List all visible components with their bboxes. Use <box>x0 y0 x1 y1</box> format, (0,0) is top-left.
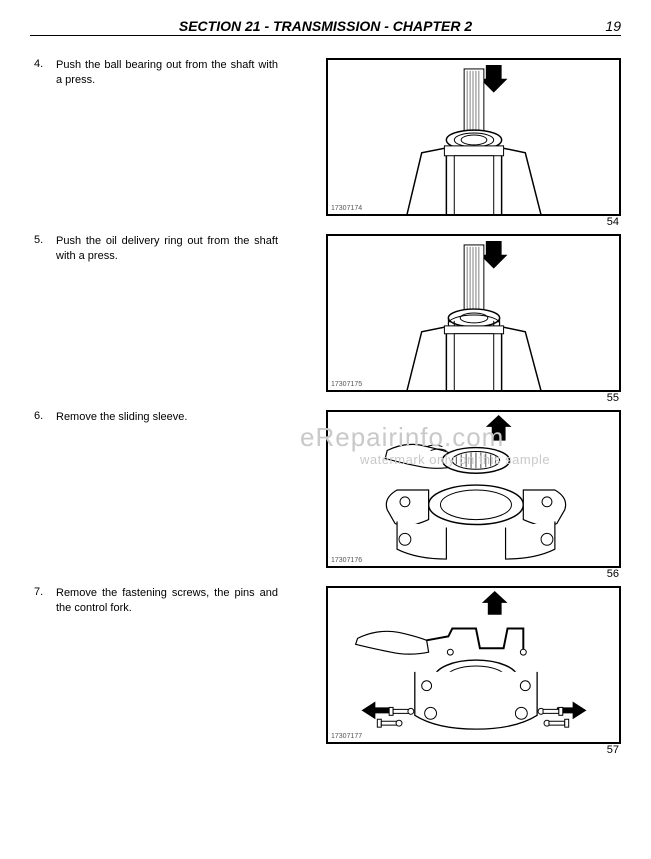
press-ring-illustration <box>328 234 619 392</box>
figure-number: 54 <box>607 216 619 228</box>
sleeve-removal-illustration <box>328 410 619 568</box>
section-title: SECTION 21 - TRANSMISSION - CHAPTER 2 <box>30 18 581 34</box>
figure-55: 17307175 <box>326 234 621 392</box>
figure-column: 17307176 56 <box>286 410 621 580</box>
figure-54: 17307174 <box>326 58 621 216</box>
figure-57: 17307177 <box>326 586 621 744</box>
step-text: Remove the sliding sleeve. <box>56 410 286 425</box>
fork-removal-illustration <box>328 586 619 744</box>
step-6: 6. Remove the sliding sleeve. <box>30 410 621 580</box>
figure-id: 17307176 <box>331 557 362 564</box>
figure-56: 17307176 <box>326 410 621 568</box>
figure-column: 17307177 57 <box>286 586 621 756</box>
figure-id: 17307174 <box>331 205 362 212</box>
page-number: 19 <box>581 18 621 34</box>
figure-number: 56 <box>607 568 619 580</box>
press-shaft-illustration <box>328 58 619 216</box>
manual-page: SECTION 21 - TRANSMISSION - CHAPTER 2 19… <box>0 0 651 859</box>
page-header: SECTION 21 - TRANSMISSION - CHAPTER 2 19 <box>30 18 621 36</box>
figure-number: 57 <box>607 744 619 756</box>
figure-column: 17307174 54 <box>286 58 621 228</box>
step-number: 4. <box>30 58 56 70</box>
step-text: Push the ball bearing out from the shaft… <box>56 58 286 88</box>
step-number: 7. <box>30 586 56 598</box>
step-7: 7. Remove the fastening screws, the pins… <box>30 586 621 756</box>
figure-column: 17307175 55 <box>286 234 621 404</box>
figure-id: 17307175 <box>331 381 362 388</box>
step-number: 6. <box>30 410 56 422</box>
step-4: 4. Push the ball bearing out from the sh… <box>30 58 621 228</box>
figure-number: 55 <box>607 392 619 404</box>
step-number: 5. <box>30 234 56 246</box>
step-text: Push the oil delivery ring out from the … <box>56 234 286 264</box>
step-text: Remove the fastening screws, the pins an… <box>56 586 286 616</box>
step-5: 5. Push the oil delivery ring out from t… <box>30 234 621 404</box>
figure-id: 17307177 <box>331 733 362 740</box>
